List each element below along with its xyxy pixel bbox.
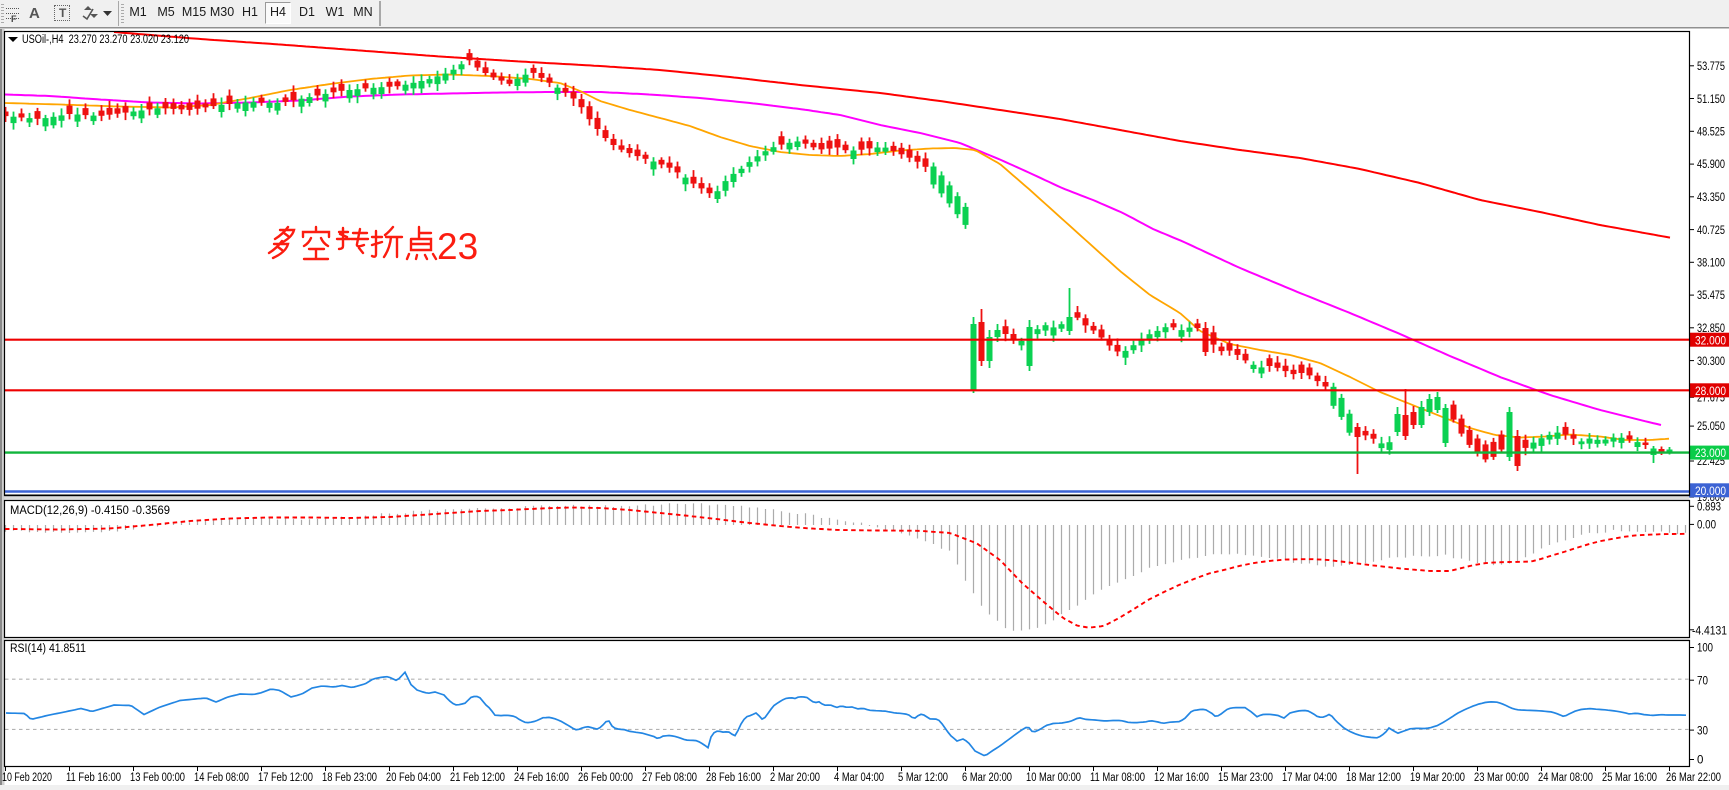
svg-text:20.000: 20.000	[1695, 486, 1726, 498]
svg-text:51.150: 51.150	[1697, 94, 1725, 106]
svg-text:MACD(12,26,9) -0.4150 -0.3569: MACD(12,26,9) -0.4150 -0.3569	[10, 505, 170, 517]
svg-text:10 Feb 2020: 10 Feb 2020	[2, 772, 52, 784]
svg-text:23: 23	[437, 226, 478, 267]
svg-text:24 Mar 08:00: 24 Mar 08:00	[1538, 772, 1593, 784]
svg-text:48.525: 48.525	[1697, 127, 1725, 139]
svg-text:15 Mar 23:00: 15 Mar 23:00	[1218, 772, 1273, 784]
svg-text:13 Feb 00:00: 13 Feb 00:00	[130, 772, 185, 784]
svg-text:-4.4131: -4.4131	[1692, 626, 1727, 638]
svg-text:USOil-,H4 23.270 23.270 23.02: USOil-,H4 23.270 23.270 23.020 23.120	[22, 34, 189, 46]
svg-text:28.000: 28.000	[1695, 386, 1726, 398]
svg-text:45.900: 45.900	[1697, 159, 1725, 171]
svg-text:26 Mar 22:00: 26 Mar 22:00	[1666, 772, 1721, 784]
svg-text:20 Feb 04:00: 20 Feb 04:00	[386, 772, 441, 784]
svg-text:25.050: 25.050	[1697, 421, 1725, 433]
svg-text:6 Mar 20:00: 6 Mar 20:00	[962, 772, 1012, 784]
svg-text:40.725: 40.725	[1697, 225, 1725, 237]
svg-text:0: 0	[1697, 755, 1703, 767]
svg-text:43.350: 43.350	[1697, 192, 1725, 204]
svg-text:26 Feb 00:00: 26 Feb 00:00	[578, 772, 633, 784]
svg-text:5 Mar 12:00: 5 Mar 12:00	[898, 772, 948, 784]
svg-text:35.475: 35.475	[1697, 290, 1725, 302]
svg-text:32.000: 32.000	[1695, 335, 1726, 347]
svg-text:0.893: 0.893	[1697, 502, 1721, 514]
svg-text:21 Feb 12:00: 21 Feb 12:00	[450, 772, 505, 784]
svg-text:11 Feb 16:00: 11 Feb 16:00	[66, 772, 121, 784]
svg-text:11 Mar 08:00: 11 Mar 08:00	[1090, 772, 1145, 784]
svg-text:24 Feb 16:00: 24 Feb 16:00	[514, 772, 569, 784]
svg-text:18 Feb 23:00: 18 Feb 23:00	[322, 772, 377, 784]
svg-text:30: 30	[1697, 725, 1708, 737]
svg-text:19 Mar 20:00: 19 Mar 20:00	[1410, 772, 1465, 784]
svg-text:53.775: 53.775	[1697, 61, 1725, 73]
svg-text:27 Feb 08:00: 27 Feb 08:00	[642, 772, 697, 784]
svg-text:14 Feb 08:00: 14 Feb 08:00	[194, 772, 249, 784]
svg-text:4 Mar 04:00: 4 Mar 04:00	[834, 772, 884, 784]
svg-text:30.300: 30.300	[1697, 356, 1725, 368]
svg-text:100: 100	[1697, 643, 1713, 655]
svg-text:18 Mar 12:00: 18 Mar 12:00	[1346, 772, 1401, 784]
svg-text:0.00: 0.00	[1697, 520, 1716, 532]
svg-text:RSI(14) 41.8511: RSI(14) 41.8511	[10, 643, 86, 655]
svg-text:12 Mar 16:00: 12 Mar 16:00	[1154, 772, 1209, 784]
svg-text:23.000: 23.000	[1695, 448, 1726, 460]
svg-text:25 Mar 16:00: 25 Mar 16:00	[1602, 772, 1657, 784]
svg-text:10 Mar 00:00: 10 Mar 00:00	[1026, 772, 1081, 784]
svg-text:32.850: 32.850	[1697, 323, 1725, 335]
svg-text:70: 70	[1697, 675, 1708, 687]
svg-text:2 Mar 20:00: 2 Mar 20:00	[770, 772, 820, 784]
svg-text:17 Mar 04:00: 17 Mar 04:00	[1282, 772, 1337, 784]
svg-text:17 Feb 12:00: 17 Feb 12:00	[258, 772, 313, 784]
svg-text:23 Mar 00:00: 23 Mar 00:00	[1474, 772, 1529, 784]
svg-text:28 Feb 16:00: 28 Feb 16:00	[706, 772, 761, 784]
svg-text:38.100: 38.100	[1697, 258, 1725, 270]
